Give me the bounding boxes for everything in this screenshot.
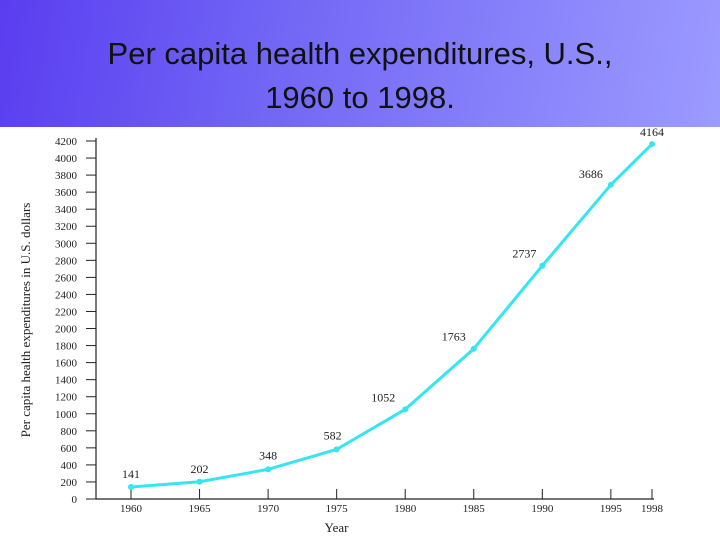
- y-tick-label: 1800: [55, 341, 78, 353]
- data-label: 1052: [371, 390, 395, 404]
- data-label: 4164: [640, 125, 664, 139]
- y-tick-label: 1600: [55, 358, 78, 370]
- data-point: [402, 406, 409, 413]
- data-label: 202: [191, 462, 209, 476]
- x-tick-label: 1985: [463, 503, 486, 515]
- data-point: [265, 466, 272, 473]
- y-tick-label: 0: [72, 494, 78, 506]
- y-tick-label: 2600: [55, 272, 78, 284]
- y-tick-label: 1000: [55, 409, 78, 421]
- y-tick-label: 3200: [55, 221, 78, 233]
- slide-title: Per capita health expenditures, U.S., 19…: [0, 32, 720, 120]
- data-point: [128, 483, 134, 490]
- x-tick-label: 1970: [257, 503, 280, 515]
- y-tick-label: 2400: [55, 289, 78, 301]
- title-banner: [0, 0, 720, 127]
- y-tick-label: 3400: [55, 204, 78, 216]
- data-point: [539, 262, 546, 269]
- data-points: [128, 141, 655, 490]
- y-tick-label: 2200: [55, 306, 78, 318]
- y-axis-title: Per capita health expenditures in U.S. d…: [18, 203, 33, 438]
- title-line-2: 1960 to 1998.: [265, 80, 455, 115]
- data-label: 141: [122, 467, 140, 481]
- y-tick-label: 2800: [55, 255, 78, 267]
- title-line-1: Per capita health expenditures, U.S.,: [107, 36, 613, 71]
- data-label: 1763: [442, 330, 466, 344]
- data-point: [470, 345, 477, 352]
- x-ticks: 1960 1965 1970 1975 1980 1985 1990 1995 1998: [120, 489, 664, 515]
- data-point: [649, 141, 655, 148]
- data-labels: 141 202 348 582 1052 1763 2737 3686 4164: [122, 125, 664, 481]
- data-label: 3686: [579, 167, 603, 181]
- y-tick-label: 4200: [55, 136, 78, 148]
- x-tick-label: 1980: [394, 503, 417, 515]
- x-tick-label: 1995: [600, 503, 623, 515]
- x-axis-title: Year: [325, 520, 350, 535]
- y-tick-label: 2000: [55, 324, 78, 336]
- y-tick-label: 3800: [55, 170, 78, 182]
- data-point: [607, 181, 614, 188]
- x-tick-label: 1965: [189, 503, 212, 515]
- y-tick-label: 200: [61, 477, 78, 489]
- data-label: 348: [259, 448, 277, 462]
- y-tick-label: 1400: [55, 375, 78, 387]
- y-tick-label: 600: [61, 443, 78, 455]
- y-tick-label: 3000: [55, 238, 78, 250]
- y-tick-label: 400: [61, 460, 78, 472]
- x-tick-label: 1960: [120, 503, 143, 515]
- data-point: [196, 478, 203, 485]
- series-line: [130, 143, 654, 489]
- data-point: [333, 446, 340, 453]
- y-ticks: 0 200 400 600 800 1000 1200 1400 1600 1800 2000 220…: [55, 136, 96, 506]
- data-label: 582: [324, 428, 342, 442]
- x-tick-label: 1998: [641, 503, 664, 515]
- y-tick-label: 3600: [55, 187, 78, 199]
- data-label: 2737: [512, 247, 536, 261]
- x-tick-label: 1990: [531, 503, 554, 515]
- y-tick-label: 800: [61, 426, 78, 438]
- x-tick-label: 1975: [326, 503, 349, 515]
- y-tick-label: 1200: [55, 392, 78, 404]
- y-tick-label: 4000: [55, 153, 78, 165]
